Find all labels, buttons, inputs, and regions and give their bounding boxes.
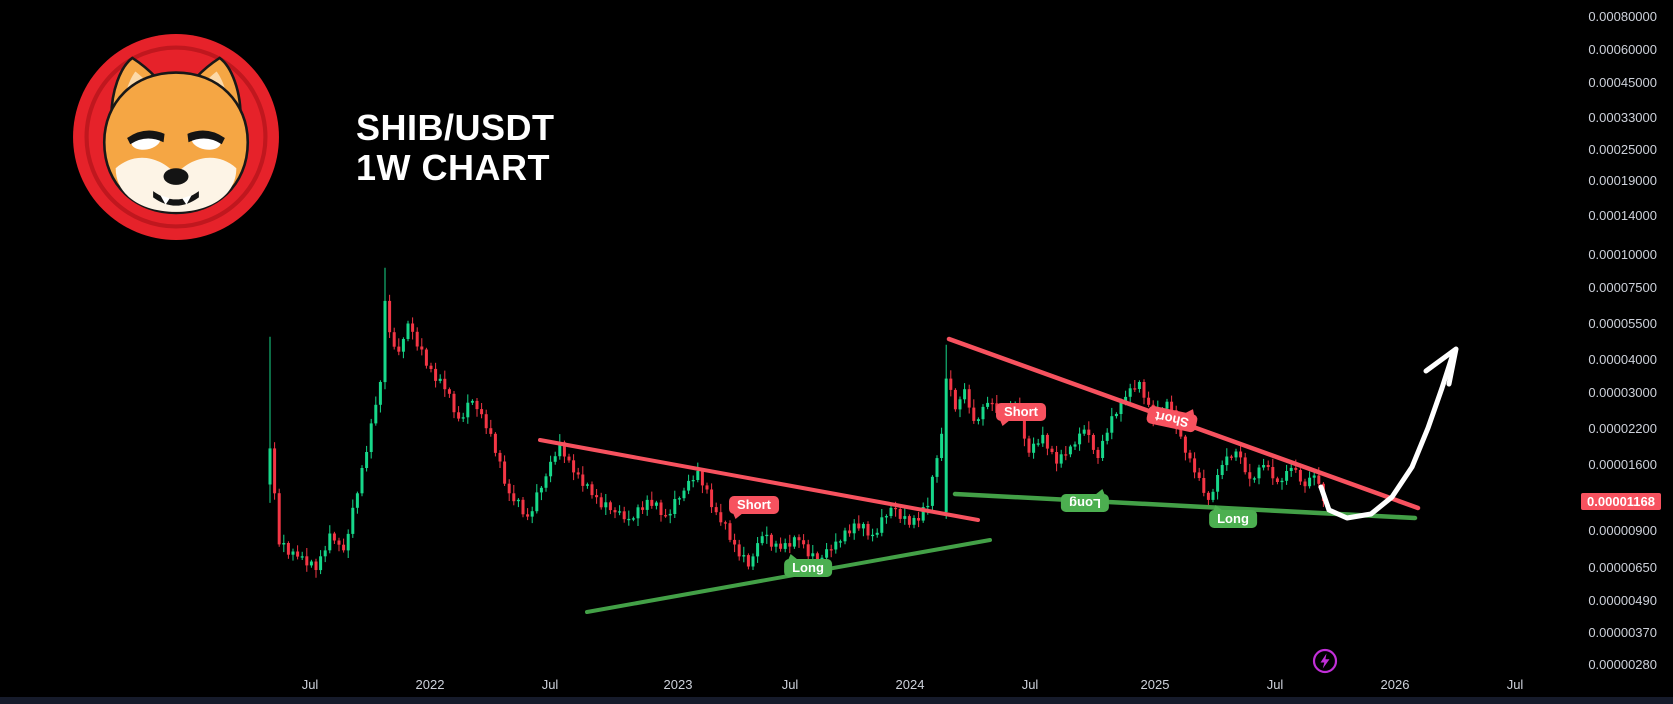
price-scale-tick: 0.00000370 <box>1588 625 1657 640</box>
time-scale-tick: Jul <box>541 677 559 692</box>
time-scale-tick: Jul <box>1506 677 1524 692</box>
projection-arrow-shaft[interactable] <box>1318 354 1455 521</box>
price-scale-tick: 0.00080000 <box>1588 9 1657 24</box>
chart-title-timeframe: 1W CHART <box>356 147 550 188</box>
time-scale-tick: 2022 <box>415 677 445 692</box>
long-position-badge[interactable]: Long <box>784 559 832 577</box>
price-scale-tick: 0.00000900 <box>1588 523 1657 538</box>
support-2024-2025-trendline[interactable] <box>952 491 1418 521</box>
short-position-badge[interactable]: Short <box>729 496 779 514</box>
price-scale-tick: 0.00000650 <box>1588 560 1657 575</box>
lightning-icon <box>1312 648 1338 674</box>
long-position-badge[interactable]: Long <box>1209 510 1257 528</box>
resistance-2022-2024-trendline[interactable] <box>538 438 980 522</box>
price-scale-tick: 0.00002200 <box>1588 421 1657 436</box>
candles-layer <box>268 267 1325 578</box>
short-position-badge[interactable]: Short <box>996 403 1046 421</box>
price-scale-tick: 0.00033000 <box>1588 110 1657 125</box>
bottom-edge-strip <box>0 697 1673 704</box>
chart-title-symbol: SHIB/USDT <box>356 107 555 148</box>
price-scale-tick: 0.00007500 <box>1588 280 1657 295</box>
price-scale-tick: 0.00060000 <box>1588 42 1657 57</box>
time-scale-tick: Jul <box>1021 677 1039 692</box>
long-position-badge[interactable]: Long <box>1061 494 1109 512</box>
price-scale-tick: 0.00010000 <box>1588 247 1657 262</box>
price-scale-tick: 0.00045000 <box>1588 75 1657 90</box>
time-scale-tick: Jul <box>1266 677 1284 692</box>
price-scale-tick: 0.00019000 <box>1588 173 1657 188</box>
time-scale-tick: 2023 <box>663 677 693 692</box>
time-scale-tick: Jul <box>781 677 799 692</box>
price-scale-tick: 0.00001600 <box>1588 457 1657 472</box>
price-scale-tick: 0.00005500 <box>1588 316 1657 331</box>
time-scale-tick: 2026 <box>1380 677 1410 692</box>
price-scale-tick: 0.00000280 <box>1588 657 1657 672</box>
time-scale-tick: 2025 <box>1140 677 1170 692</box>
time-scale-tick: Jul <box>301 677 319 692</box>
price-scale-tick: 0.00014000 <box>1588 208 1657 223</box>
price-scale-tick: 0.00004000 <box>1588 352 1657 367</box>
price-scale-tick: 0.00000490 <box>1588 593 1657 608</box>
shiba-inu-logo <box>73 34 279 240</box>
time-scale-tick: 2024 <box>895 677 925 692</box>
current-price-label: 0.00001168 <box>1581 493 1661 510</box>
projection-arrow-head <box>1423 346 1459 387</box>
price-scale-tick: 0.00025000 <box>1588 142 1657 157</box>
price-scale-tick: 0.00003000 <box>1588 385 1657 400</box>
